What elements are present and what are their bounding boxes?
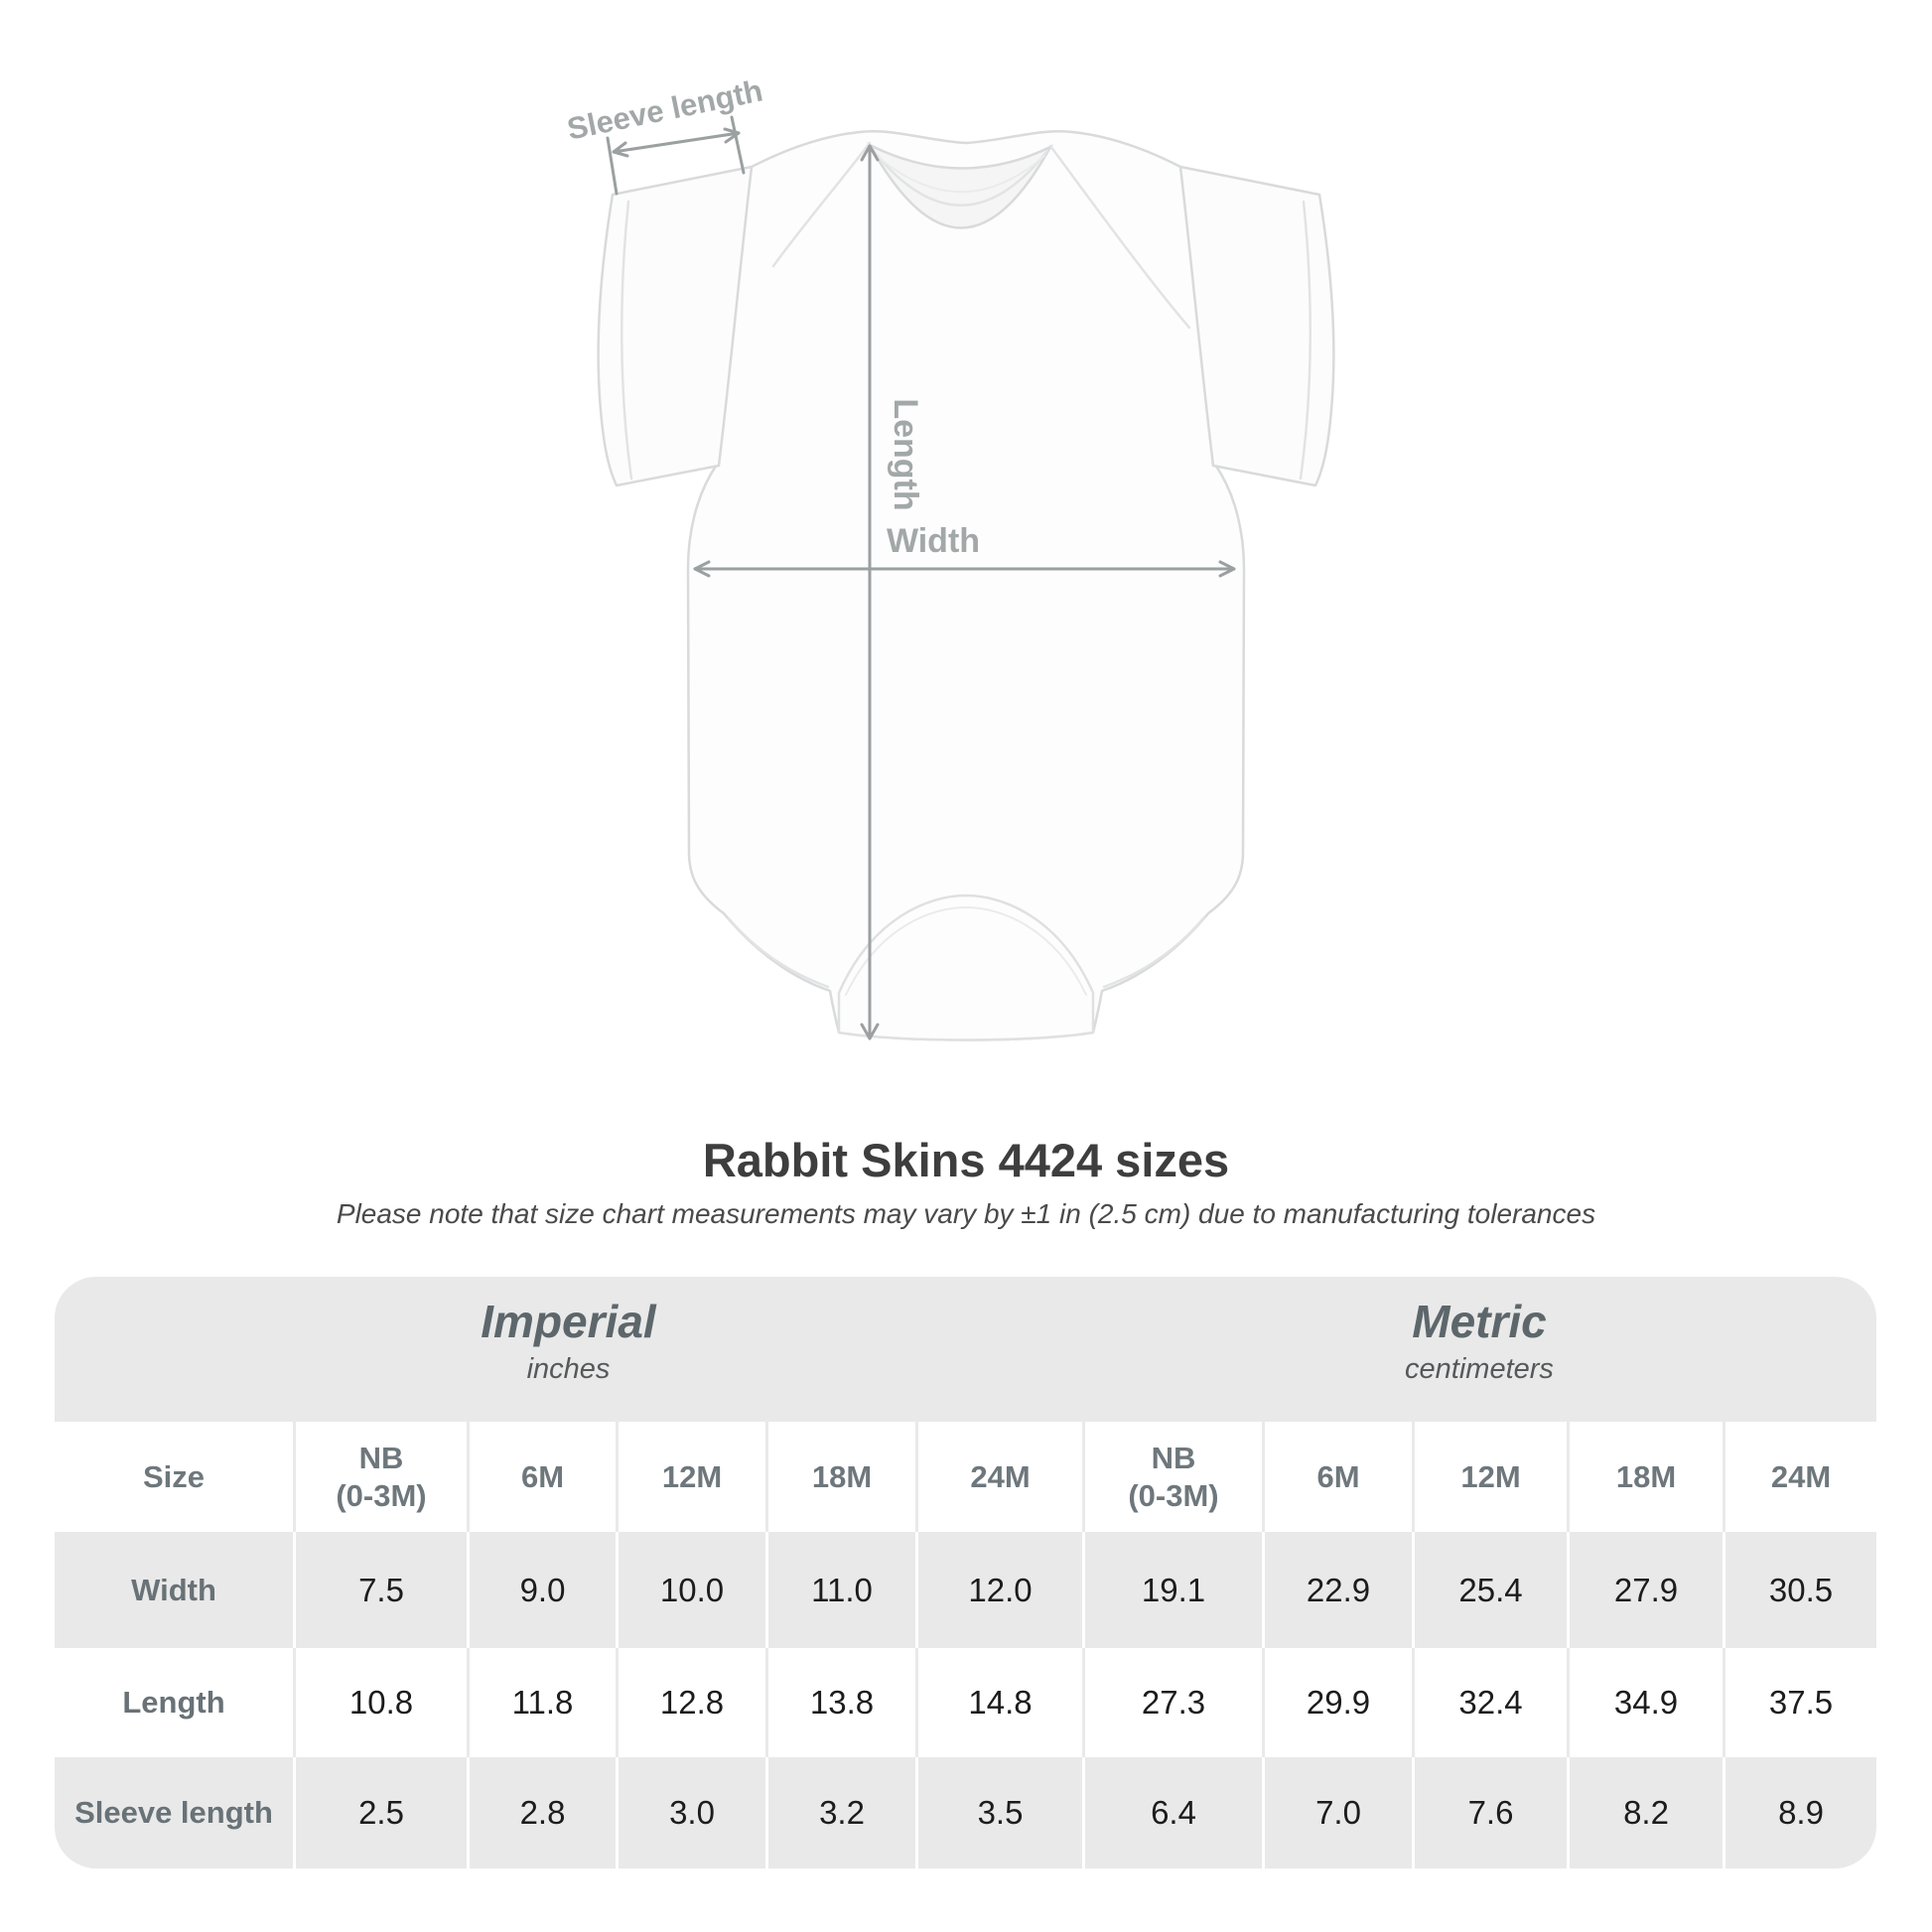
col-header-nb-0-3m--metric: NB (0-3M) xyxy=(1082,1422,1262,1532)
garment-diagram: Length Width Sleeve length xyxy=(564,72,1335,1041)
neck-stitch xyxy=(875,154,1045,194)
left-leg-binding xyxy=(727,916,830,989)
width-row: Width 7.5 9.0 10.0 11.0 12.0 19.1 22.9 25.4 27.9 3… xyxy=(55,1532,1876,1648)
right-flap-seam xyxy=(1048,144,1191,330)
metric-label: Metric xyxy=(1412,1296,1547,1347)
unit-header-band: Imperial inches Metric centimeters xyxy=(55,1277,1876,1422)
size-table-rows: Size NB (0-3M) 6M 12M 18M 24M NB (0-3M) 6M 12M 18M 2… xyxy=(55,1422,1876,1868)
width-row-label: Width xyxy=(131,1572,216,1607)
neck-rib-seam xyxy=(871,148,1049,207)
crotch-flap-stitch xyxy=(845,905,1087,996)
sleeve-length-imperial-value-0: 2.5 xyxy=(293,1757,467,1868)
length-metric-value-3: 34.9 xyxy=(1567,1648,1723,1757)
col-header-6m-imperial: 6M xyxy=(467,1422,616,1532)
width-imperial-value-3: 11.0 xyxy=(765,1532,915,1648)
metric-sublabel: centimeters xyxy=(1405,1353,1554,1385)
sleeve-length-row-label: Sleeve length xyxy=(74,1795,273,1830)
width-label: Width xyxy=(887,522,980,560)
length-arrow xyxy=(860,144,880,1040)
right-sleeve-hem xyxy=(1299,200,1312,481)
sleeve-length-row: Sleeve length 2.5 2.8 3.0 3.2 3.5 6.4 7.0 7.6 8.2… xyxy=(55,1757,1876,1868)
width-imperial-value-4: 12.0 xyxy=(915,1532,1082,1648)
width-metric-value-4: 30.5 xyxy=(1723,1532,1876,1648)
width-metric-value-1: 22.9 xyxy=(1262,1532,1412,1648)
sleeve-length-arrow xyxy=(606,115,746,196)
size-table: Imperial inches Metric centimeters Size N… xyxy=(55,1277,1876,1868)
length-metric-value-4: 37.5 xyxy=(1723,1648,1876,1757)
sleeve-length-imperial-value-3: 3.2 xyxy=(765,1757,915,1868)
col-header-nb-0-3m--imperial: NB (0-3M) xyxy=(293,1422,467,1532)
page-title: Rabbit Skins 4424 sizes xyxy=(702,1134,1230,1186)
crotch-flap xyxy=(837,894,1095,1041)
col-header-12m-metric: 12M xyxy=(1412,1422,1567,1532)
width-imperial-value-0: 7.5 xyxy=(293,1532,467,1648)
right-leg-binding xyxy=(1102,916,1205,989)
length-metric-value-2: 32.4 xyxy=(1412,1648,1567,1757)
tolerance-note: Please note that size chart measurements… xyxy=(336,1198,1596,1229)
length-metric-value-1: 29.9 xyxy=(1262,1648,1412,1757)
sleeve-length-metric-value-1: 7.0 xyxy=(1262,1757,1412,1868)
width-metric-value-0: 19.1 xyxy=(1082,1532,1262,1648)
size-header-row: Size NB (0-3M) 6M 12M 18M 24M NB (0-3M) 6M 12M 18M 2… xyxy=(55,1422,1876,1532)
length-row: Length 10.8 11.8 12.8 13.8 14.8 27.3 29.9 32.4 34… xyxy=(55,1648,1876,1757)
left-sleeve-hem xyxy=(620,200,633,481)
width-imperial-value-1: 9.0 xyxy=(467,1532,616,1648)
size-column-header: Size xyxy=(142,1458,206,1494)
sleeve-length-imperial-value-4: 3.5 xyxy=(915,1757,1082,1868)
sleeve-length-imperial-value-2: 3.0 xyxy=(616,1757,765,1868)
col-header-24m-metric: 24M xyxy=(1723,1422,1876,1532)
sleeve-length-metric-value-3: 8.2 xyxy=(1567,1757,1723,1868)
left-sleeve xyxy=(597,165,754,487)
col-header-24m-imperial: 24M xyxy=(915,1422,1082,1532)
col-header-18m-metric: 18M xyxy=(1567,1422,1723,1532)
length-imperial-value-2: 12.8 xyxy=(616,1648,765,1757)
length-imperial-value-3: 13.8 xyxy=(765,1648,915,1757)
length-metric-value-0: 27.3 xyxy=(1082,1648,1262,1757)
sleeve-length-imperial-value-1: 2.8 xyxy=(467,1757,616,1868)
length-imperial-value-0: 10.8 xyxy=(293,1648,467,1757)
right-sleeve xyxy=(1178,165,1335,487)
imperial-sublabel: inches xyxy=(526,1353,611,1385)
bodysuit-body xyxy=(686,130,1246,1041)
imperial-unit-group: Imperial inches xyxy=(55,1277,1082,1422)
left-flap-seam xyxy=(771,141,872,268)
imperial-label: Imperial xyxy=(481,1296,656,1347)
width-arrow xyxy=(693,560,1236,578)
col-header-18m-imperial: 18M xyxy=(765,1422,915,1532)
length-imperial-value-4: 14.8 xyxy=(915,1648,1082,1757)
sleeve-length-metric-value-2: 7.6 xyxy=(1412,1757,1567,1868)
col-header-12m-imperial: 12M xyxy=(616,1422,765,1532)
sleeve-length-metric-value-0: 6.4 xyxy=(1082,1757,1262,1868)
length-imperial-value-1: 11.8 xyxy=(467,1648,616,1757)
width-imperial-value-2: 10.0 xyxy=(616,1532,765,1648)
length-row-label: Length xyxy=(122,1685,225,1720)
sleeve-length-metric-value-4: 8.9 xyxy=(1723,1757,1876,1868)
col-header-6m-metric: 6M xyxy=(1262,1422,1412,1532)
width-metric-value-2: 25.4 xyxy=(1412,1532,1567,1648)
width-metric-value-3: 27.9 xyxy=(1567,1532,1723,1648)
bodysuit-illustration: Length Width Sleeve length xyxy=(564,72,1335,1041)
metric-unit-group: Metric centimeters xyxy=(1082,1277,1876,1422)
length-label: Length xyxy=(887,398,924,510)
